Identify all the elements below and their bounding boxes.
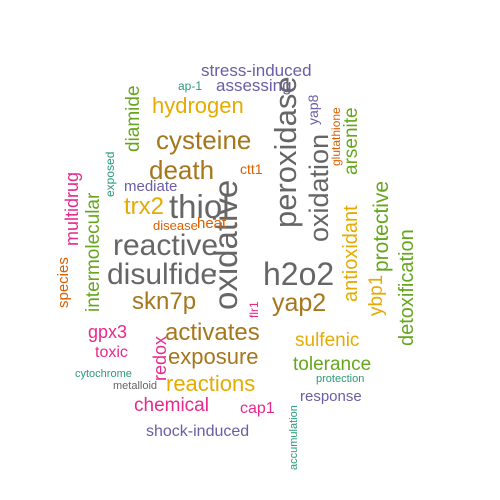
word-reactions: reactions	[166, 371, 256, 396]
word-hydrogen: hydrogen	[152, 93, 244, 118]
word-oxidation: oxidation	[304, 133, 334, 242]
word-reactive: reactive	[113, 229, 219, 262]
word-yap2: yap2	[272, 289, 327, 317]
word-cysteine: cysteine	[156, 125, 252, 155]
word-cap1: cap1	[240, 400, 275, 417]
word-diamide: diamide	[123, 85, 144, 152]
word-yap8: yap8	[305, 94, 321, 125]
word-toxic: toxic	[95, 344, 128, 361]
word-trx2: trx2	[124, 193, 165, 220]
word-disease: disease	[153, 218, 198, 233]
word-antioxidant: antioxidant	[340, 205, 362, 302]
word-protective: protective	[370, 180, 393, 272]
word-response: response	[300, 388, 362, 405]
word-shock-induced: shock-induced	[146, 423, 250, 440]
word-species: species	[55, 257, 72, 308]
word-cytochrome: cytochrome	[75, 368, 132, 380]
word-exposure: exposure	[168, 344, 259, 369]
word-stress-induced: stress-induced	[201, 61, 312, 80]
word-metalloid: metalloid	[113, 380, 158, 392]
word-detoxification: detoxification	[396, 229, 418, 346]
word-intermolecular: intermolecular	[83, 192, 104, 312]
word-tolerance: tolerance	[293, 354, 372, 375]
word-flr1: flr1	[247, 301, 261, 318]
word-peroxidase: peroxidase	[268, 76, 303, 228]
word-chemical: chemical	[134, 395, 209, 416]
word-arsenite: arsenite	[341, 107, 362, 175]
word-heat: heat	[197, 215, 227, 232]
word-h2o2: h2o2	[263, 256, 335, 292]
word-thiol: thiol	[169, 188, 230, 225]
word-accumulation: accumulation	[288, 405, 300, 470]
word-ctt1: ctt1	[240, 161, 263, 177]
word-mediate: mediate	[124, 178, 178, 195]
word-ap-1: ap-1	[178, 79, 203, 93]
word-skn7p: skn7p	[132, 288, 197, 315]
word-activates: activates	[165, 319, 260, 346]
word-death: death	[149, 155, 215, 185]
word-disulfide: disulfide	[107, 258, 218, 291]
word-ybp1: ybp1	[366, 274, 387, 316]
word-protection: protection	[316, 373, 365, 385]
word-gpx3: gpx3	[88, 322, 128, 342]
word-sulfenic: sulfenic	[295, 330, 360, 351]
word-multidrug: multidrug	[62, 171, 82, 246]
word-exposed: exposed	[103, 151, 117, 197]
word-assessing: assessing	[216, 76, 292, 95]
